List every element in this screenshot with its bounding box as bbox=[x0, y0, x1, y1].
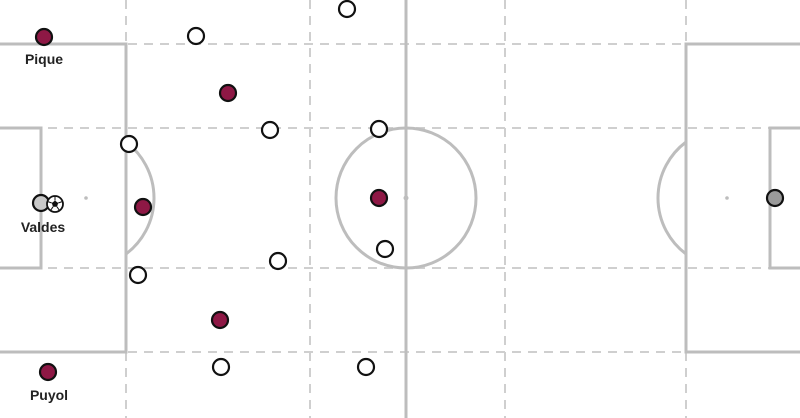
center-circle bbox=[334, 126, 478, 270]
soccer-ball-icon[interactable] bbox=[46, 195, 64, 213]
away-player[interactable] bbox=[128, 265, 148, 285]
label-puyol: Puyol bbox=[30, 387, 68, 403]
label-valdes: Valdes bbox=[21, 219, 66, 235]
away-player[interactable] bbox=[186, 26, 206, 46]
away-player[interactable] bbox=[337, 0, 357, 19]
home-player-puyol[interactable] bbox=[38, 362, 58, 382]
away-player[interactable] bbox=[211, 357, 231, 377]
left-penalty-arc bbox=[125, 140, 156, 256]
away-goalkeeper[interactable] bbox=[765, 188, 785, 208]
right-penalty-arc bbox=[656, 140, 687, 256]
right-penalty-spot bbox=[725, 196, 729, 200]
home-player[interactable] bbox=[218, 83, 238, 103]
home-player[interactable] bbox=[133, 197, 153, 217]
away-player[interactable] bbox=[260, 120, 280, 140]
away-player[interactable] bbox=[119, 134, 139, 154]
away-player[interactable] bbox=[268, 251, 288, 271]
home-team bbox=[31, 27, 389, 382]
home-player[interactable] bbox=[210, 310, 230, 330]
right-penalty-area bbox=[684, 42, 800, 354]
left-penalty-area bbox=[0, 42, 128, 354]
away-player[interactable] bbox=[356, 357, 376, 377]
home-player[interactable] bbox=[369, 188, 389, 208]
away-player[interactable] bbox=[369, 119, 389, 139]
label-pique: Pique bbox=[25, 51, 63, 67]
player-labels: Pique Valdes Puyol bbox=[21, 51, 68, 403]
center-spot bbox=[403, 195, 409, 201]
left-penalty-spot bbox=[84, 196, 88, 200]
away-team bbox=[119, 0, 785, 377]
home-player-pique[interactable] bbox=[34, 27, 54, 47]
away-player[interactable] bbox=[375, 239, 395, 259]
